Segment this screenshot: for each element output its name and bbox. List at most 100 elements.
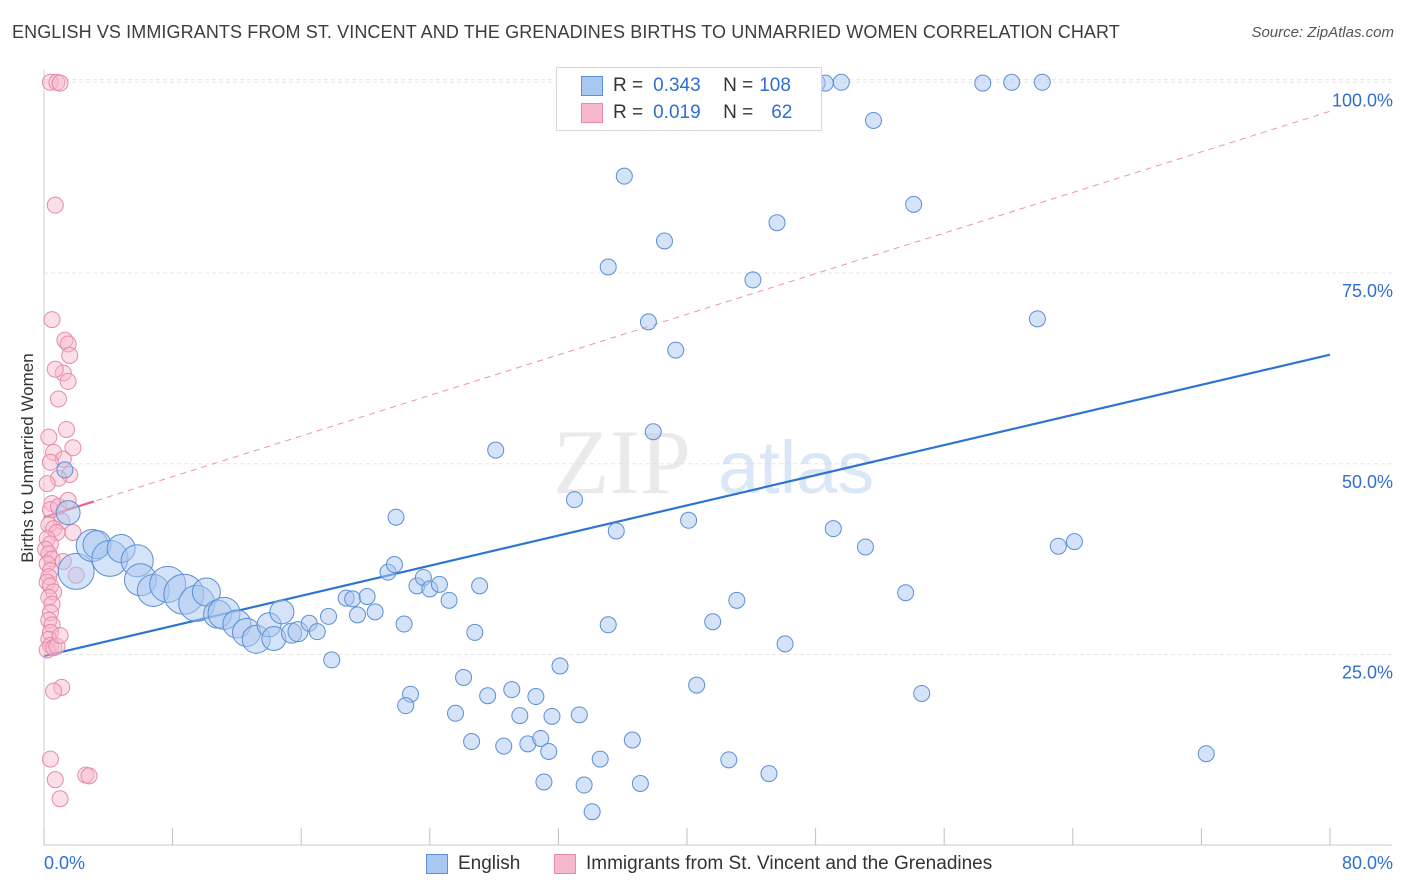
point-english <box>358 588 376 606</box>
legend-r-label: R = <box>613 102 644 123</box>
legend-row-immigrants: R = 0.019 N = 62 <box>581 101 792 125</box>
trendline-immigrants-dashed <box>43 110 1331 518</box>
point-english <box>728 591 746 609</box>
point-english <box>776 635 794 653</box>
point-immigrants <box>51 74 69 92</box>
point-english <box>56 461 74 479</box>
point-english <box>570 706 588 724</box>
source-attribution: Source: ZipAtlas.com <box>1251 24 1394 41</box>
point-english <box>1003 73 1021 91</box>
trendline-english <box>43 353 1331 658</box>
point-english <box>1033 73 1051 91</box>
point-english <box>511 707 529 725</box>
y-tick-label: 25.0% <box>1342 663 1393 683</box>
trendline-english-line <box>43 353 1331 658</box>
point-english <box>565 491 583 509</box>
point-english <box>607 522 625 540</box>
gridlines <box>44 79 1392 656</box>
point-immigrants <box>45 583 63 601</box>
point-english <box>688 676 706 694</box>
point-english <box>1028 310 1046 328</box>
point-english <box>479 687 497 705</box>
point-immigrants <box>53 678 71 696</box>
point-english <box>543 707 561 725</box>
point-english <box>680 511 698 529</box>
point-immigrants <box>45 443 63 461</box>
point-english <box>583 803 601 821</box>
point-english <box>591 750 609 768</box>
point-immigrants <box>64 439 82 457</box>
point-immigrants <box>40 428 58 446</box>
point-immigrants <box>43 311 61 329</box>
series-legend-english: English <box>426 852 520 876</box>
point-immigrants <box>40 611 58 629</box>
point-english <box>463 733 481 751</box>
point-immigrants <box>46 771 64 789</box>
y-axis-label: Births to Unmarried Women <box>18 353 37 563</box>
point-english <box>744 271 762 289</box>
point-english <box>897 584 915 602</box>
series-swatch-english <box>426 854 448 874</box>
point-english <box>466 623 484 641</box>
point-immigrants <box>38 641 56 659</box>
point-english <box>385 556 403 574</box>
point-english <box>832 73 850 91</box>
series-label-english: English <box>458 853 521 874</box>
point-english <box>720 751 738 769</box>
point-immigrants <box>46 360 64 378</box>
point-immigrants <box>48 637 66 655</box>
legend-n-label: N = <box>723 75 754 96</box>
point-english <box>487 441 505 459</box>
point-english <box>1197 745 1215 763</box>
point-english <box>57 552 95 590</box>
point-immigrants <box>37 540 55 558</box>
y-tick-labels: 100.0% 75.0% 50.0% 25.0% <box>1332 90 1393 682</box>
stats-legend: R = 0.343 N = 108 R = 0.019 N = 62 <box>556 67 822 131</box>
legend-row-english: R = 0.343 N = 108 <box>581 74 791 98</box>
point-english <box>760 765 778 783</box>
point-english <box>440 591 458 609</box>
legend-r-label: R = <box>613 75 644 96</box>
legend-r-value: 0.343 <box>653 75 701 96</box>
x-tick-min: 0.0% <box>44 853 86 873</box>
point-english <box>856 538 874 556</box>
point-immigrants <box>46 196 64 214</box>
point-english <box>471 577 489 595</box>
point-english <box>540 742 558 760</box>
point-english <box>503 681 521 699</box>
point-english <box>551 657 569 675</box>
point-english <box>667 341 685 359</box>
point-immigrants <box>41 750 59 768</box>
points-english <box>55 73 1215 821</box>
point-english <box>366 603 384 621</box>
point-immigrants <box>54 364 72 382</box>
legend-r-value: 0.019 <box>653 102 701 123</box>
point-immigrants <box>41 453 59 471</box>
y-tick-label: 100.0% <box>1332 90 1393 110</box>
point-english <box>704 613 722 631</box>
point-english <box>348 606 366 624</box>
legend-n-value: 108 <box>759 75 791 96</box>
point-english <box>631 774 649 792</box>
point-immigrants <box>64 523 82 541</box>
point-immigrants <box>58 420 76 438</box>
point-english <box>974 74 992 92</box>
point-english <box>824 520 842 538</box>
point-english <box>447 704 465 722</box>
point-english <box>308 623 326 641</box>
point-english <box>269 599 295 625</box>
point-immigrants <box>80 767 98 785</box>
legend-swatch-immigrants <box>581 103 603 123</box>
point-english <box>639 313 657 331</box>
points-immigrants <box>37 73 98 808</box>
series-label-immigrants: Immigrants from St. Vincent and the Gren… <box>586 853 993 874</box>
point-english <box>1065 533 1083 551</box>
point-english <box>387 508 405 526</box>
point-english <box>532 729 550 747</box>
point-english <box>55 500 81 526</box>
series-legend-immigrants: Immigrants from St. Vincent and the Gren… <box>554 852 992 876</box>
point-english <box>623 731 641 749</box>
point-english <box>535 773 553 791</box>
point-english <box>344 590 362 608</box>
